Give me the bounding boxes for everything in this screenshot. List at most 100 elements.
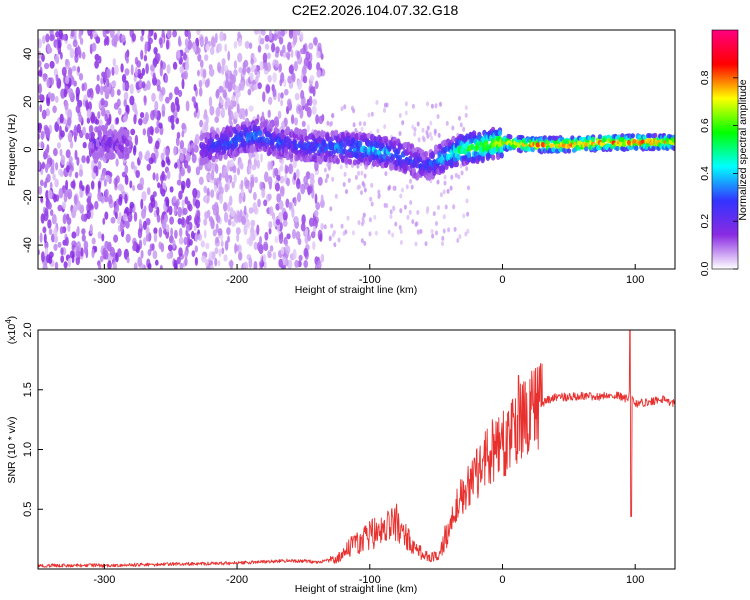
spectrogram-cell: [130, 161, 135, 170]
spectrogram-cell: [63, 88, 68, 98]
spectrogram-cell: [71, 254, 75, 264]
spectrogram-cell: [106, 146, 111, 153]
spectrogram-cell: [237, 37, 243, 47]
spectrogram-cell: [76, 156, 80, 166]
spectrogram-cell: [97, 160, 102, 170]
spectrogram-y-ticks: -40 -20 0 20 40: [22, 48, 43, 253]
spectrogram-cell: [257, 45, 262, 53]
spectrogram-cell: [239, 147, 244, 154]
spectrogram-cell: [417, 230, 420, 236]
spectrogram-cell: [294, 215, 299, 223]
spectrogram-cell: [222, 89, 227, 99]
spectrogram-cell: [178, 190, 183, 200]
spectrogram-cell: [81, 155, 86, 164]
spectrogram-cell: [133, 114, 137, 125]
spectrogram-cell: [185, 100, 190, 112]
spectrogram-cell: [80, 213, 86, 222]
spectrogram-cell: [430, 103, 434, 109]
spectrogram-cell: [120, 63, 124, 73]
colorbar-tick-label: 0.0: [699, 262, 711, 277]
spectrogram-cell: [268, 122, 273, 129]
spectrogram-cell: [75, 86, 81, 97]
x-tick-label: -300: [93, 274, 115, 286]
spectrogram-cell: [39, 104, 43, 113]
spectrogram-cell: [290, 49, 294, 58]
spectrogram-cell: [399, 208, 403, 214]
spectrogram-cell: [135, 170, 140, 178]
spectrogram-cell: [268, 251, 272, 258]
spectrogram-cell: [181, 216, 185, 226]
spectrogram-cell: [234, 243, 238, 254]
spectrogram-cell: [225, 97, 231, 108]
spectrogram-cell: [203, 229, 207, 239]
spectrogram-cell: [278, 200, 284, 210]
spectrogram-cell: [229, 159, 234, 168]
spectrogram-cell: [46, 78, 51, 88]
spectrogram-cell: [209, 265, 214, 269]
spectrogram-cell: [156, 85, 161, 92]
spectrogram-cell: [340, 155, 346, 162]
spectrogram-cell: [213, 184, 217, 192]
spectrogram-cell: [182, 147, 187, 154]
spectrogram-cell: [107, 194, 113, 205]
spectrogram-cell: [48, 228, 53, 235]
spectrogram-cell: [363, 121, 367, 127]
spectrogram-cell: [225, 172, 229, 183]
spectrogram-cell: [123, 146, 128, 153]
spectrogram-cell: [80, 247, 84, 257]
spectrogram-cell: [265, 84, 271, 94]
spectrogram-cell: [182, 53, 188, 61]
spectrogram-cell: [125, 139, 130, 146]
spectrogram-cell: [434, 103, 438, 109]
spectrogram-cell: [414, 221, 418, 227]
spectrogram-cell: [245, 147, 251, 154]
spectrogram-cell: [277, 92, 281, 103]
spectrogram-cell: [47, 219, 52, 229]
spectrogram-cell: [404, 101, 408, 107]
spectrogram-cell: [450, 174, 454, 180]
spectrogram-cell: [456, 153, 461, 161]
spectrogram-cell: [161, 170, 165, 181]
spectrogram-cell: [447, 227, 451, 233]
spectrogram-cell: [98, 119, 103, 127]
spectrogram-cell: [210, 189, 215, 199]
spectrogram-cell: [102, 217, 106, 225]
spectrogram-cell: [442, 189, 446, 195]
spectrogram-cell: [404, 110, 408, 116]
spectrogram-cell: [61, 201, 67, 210]
colorbar-label: Normalized spectral amplitude: [737, 79, 749, 220]
spectrogram-cell: [153, 233, 158, 243]
spectrogram-cell: [202, 68, 207, 79]
spectrogram-cell: [312, 241, 316, 251]
spectrogram-cell: [41, 109, 47, 120]
snr-scale-prefix: (x10: [6, 324, 18, 345]
spectrogram-cell: [86, 88, 92, 98]
spectrogram-cell: [195, 102, 199, 114]
spectrogram-cell: [103, 38, 107, 47]
spectrogram-cell: [277, 110, 282, 120]
spectrogram-cell: [97, 231, 102, 239]
spectrogram-cell: [256, 224, 260, 236]
spectrogram-cell: [272, 88, 277, 97]
spectrogram-cell: [238, 83, 242, 92]
spectrogram-cell: [530, 147, 535, 153]
spectrogram-cell: [280, 30, 286, 37]
spectrogram-cell: [273, 116, 279, 126]
spectrogram-cell: [99, 150, 104, 157]
y-tick-label: 0.5: [22, 502, 34, 517]
spectrogram-cell: [241, 107, 245, 118]
spectrogram-cell: [218, 248, 222, 257]
spectrogram-cell: [250, 219, 256, 227]
spectrogram-cell: [140, 49, 144, 60]
spectrogram-cell: [140, 250, 144, 259]
spectrogram-cell: [540, 142, 546, 148]
spectrogram-cell: [86, 117, 91, 124]
spectrogram-cell: [392, 140, 397, 147]
spectrogram-cell: [370, 182, 374, 188]
spectrogram-cell: [347, 158, 353, 165]
x-tick-label: 0: [499, 574, 505, 586]
spectrogram-cell: [258, 129, 263, 137]
spectrogram-cell: [361, 216, 365, 222]
spectrogram-cell: [454, 160, 459, 168]
spectrogram-cell: [466, 211, 470, 217]
